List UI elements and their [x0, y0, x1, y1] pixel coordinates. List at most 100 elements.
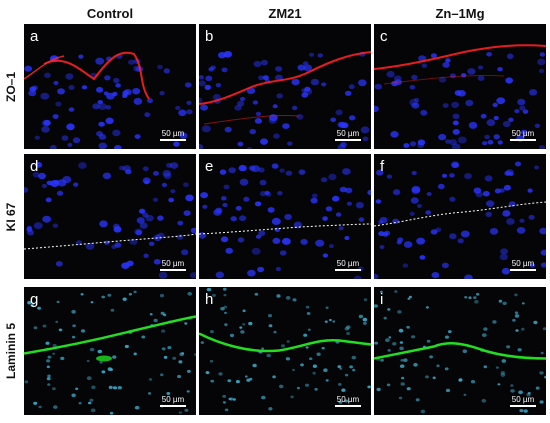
- nucleus: [149, 313, 153, 316]
- nucleus: [394, 79, 402, 86]
- nucleus: [200, 341, 204, 344]
- nucleus: [159, 91, 165, 96]
- nucleus: [153, 171, 159, 176]
- nucleus: [73, 182, 79, 187]
- nucleus: [344, 236, 350, 240]
- nucleus: [52, 387, 56, 391]
- nucleus: [163, 172, 172, 180]
- nucleus: [261, 395, 266, 400]
- nucleus: [235, 205, 242, 211]
- nucleus: [332, 195, 340, 202]
- micrograph-e: [199, 163, 371, 279]
- row-label-zo1: ZO–1: [4, 71, 18, 102]
- nucleus: [467, 68, 476, 75]
- micrograph-i: [374, 290, 546, 414]
- nucleus: [499, 188, 505, 193]
- nucleus: [486, 200, 495, 207]
- panel-letter: b: [205, 28, 214, 45]
- nucleus: [71, 309, 76, 314]
- nucleus: [392, 189, 401, 196]
- nucleus: [445, 388, 451, 393]
- nucleus: [237, 100, 245, 107]
- nucleus: [338, 121, 347, 129]
- nucleus: [374, 105, 379, 113]
- nucleus: [436, 364, 440, 368]
- nucleus: [161, 347, 166, 351]
- nucleus: [257, 266, 265, 273]
- nucleus: [205, 371, 210, 375]
- nucleus: [478, 65, 484, 70]
- nucleus: [355, 202, 364, 209]
- nucleus: [106, 92, 115, 100]
- nucleus: [344, 90, 352, 96]
- nucleus: [105, 105, 112, 110]
- nucleus: [40, 92, 50, 100]
- nucleus: [123, 89, 132, 96]
- nucleus: [521, 327, 525, 331]
- nucleus: [287, 141, 293, 146]
- nucleus: [460, 230, 470, 238]
- nucleus: [489, 228, 499, 235]
- nucleus: [65, 73, 74, 80]
- nucleus: [97, 349, 103, 354]
- nucleus: [362, 136, 369, 142]
- nucleus: [399, 341, 404, 344]
- nucleus: [44, 72, 51, 78]
- nucleus: [99, 220, 108, 228]
- nucleus: [148, 378, 153, 381]
- nucleus: [457, 238, 464, 244]
- nucleus: [136, 217, 145, 224]
- micrograph-c: [374, 44, 546, 149]
- nucleus: [279, 384, 284, 389]
- nucleus: [464, 296, 468, 299]
- nucleus: [411, 186, 421, 193]
- nucleus: [157, 232, 165, 239]
- nucleus: [223, 293, 227, 297]
- nucleus: [248, 321, 253, 326]
- nucleus: [468, 296, 472, 299]
- nucleus: [393, 75, 402, 82]
- nucleus: [457, 136, 467, 144]
- nucleus: [379, 245, 385, 249]
- nucleus: [224, 126, 232, 133]
- nucleus: [282, 237, 291, 245]
- nucleus: [57, 179, 67, 187]
- nucleus: [168, 197, 175, 203]
- nucleus: [449, 173, 455, 178]
- nucleus: [311, 193, 318, 199]
- nucleus: [133, 352, 137, 356]
- nucleus: [292, 368, 295, 372]
- nucleus: [285, 357, 290, 361]
- nucleus: [419, 255, 426, 260]
- nucleus: [200, 192, 208, 199]
- nucleus: [297, 64, 306, 71]
- scale-bar: 50 µm: [160, 129, 186, 141]
- nucleus: [325, 206, 333, 212]
- nucleus: [45, 341, 50, 345]
- nucleus: [221, 196, 227, 201]
- nucleus: [128, 292, 132, 296]
- nucleus: [109, 411, 114, 415]
- nucleus: [367, 189, 371, 196]
- nucleus: [449, 139, 457, 146]
- nucleus: [320, 177, 328, 183]
- nucleus: [92, 103, 100, 110]
- nucleus: [33, 222, 43, 230]
- nucleus: [403, 358, 408, 362]
- panel-letter: c: [380, 28, 388, 45]
- nucleus: [239, 215, 247, 222]
- nucleus: [386, 174, 393, 179]
- nucleus: [493, 134, 500, 140]
- nucleus: [321, 347, 325, 350]
- nucleus: [161, 329, 166, 333]
- nucleus: [539, 371, 544, 375]
- panel-letter: a: [30, 28, 39, 45]
- nucleus: [178, 411, 182, 414]
- nucleus: [392, 218, 399, 224]
- nucleus: [27, 301, 32, 305]
- nucleus: [186, 100, 192, 105]
- nucleus: [425, 375, 429, 379]
- nucleus: [89, 398, 94, 402]
- nucleus: [101, 370, 106, 374]
- nucleus: [397, 310, 402, 314]
